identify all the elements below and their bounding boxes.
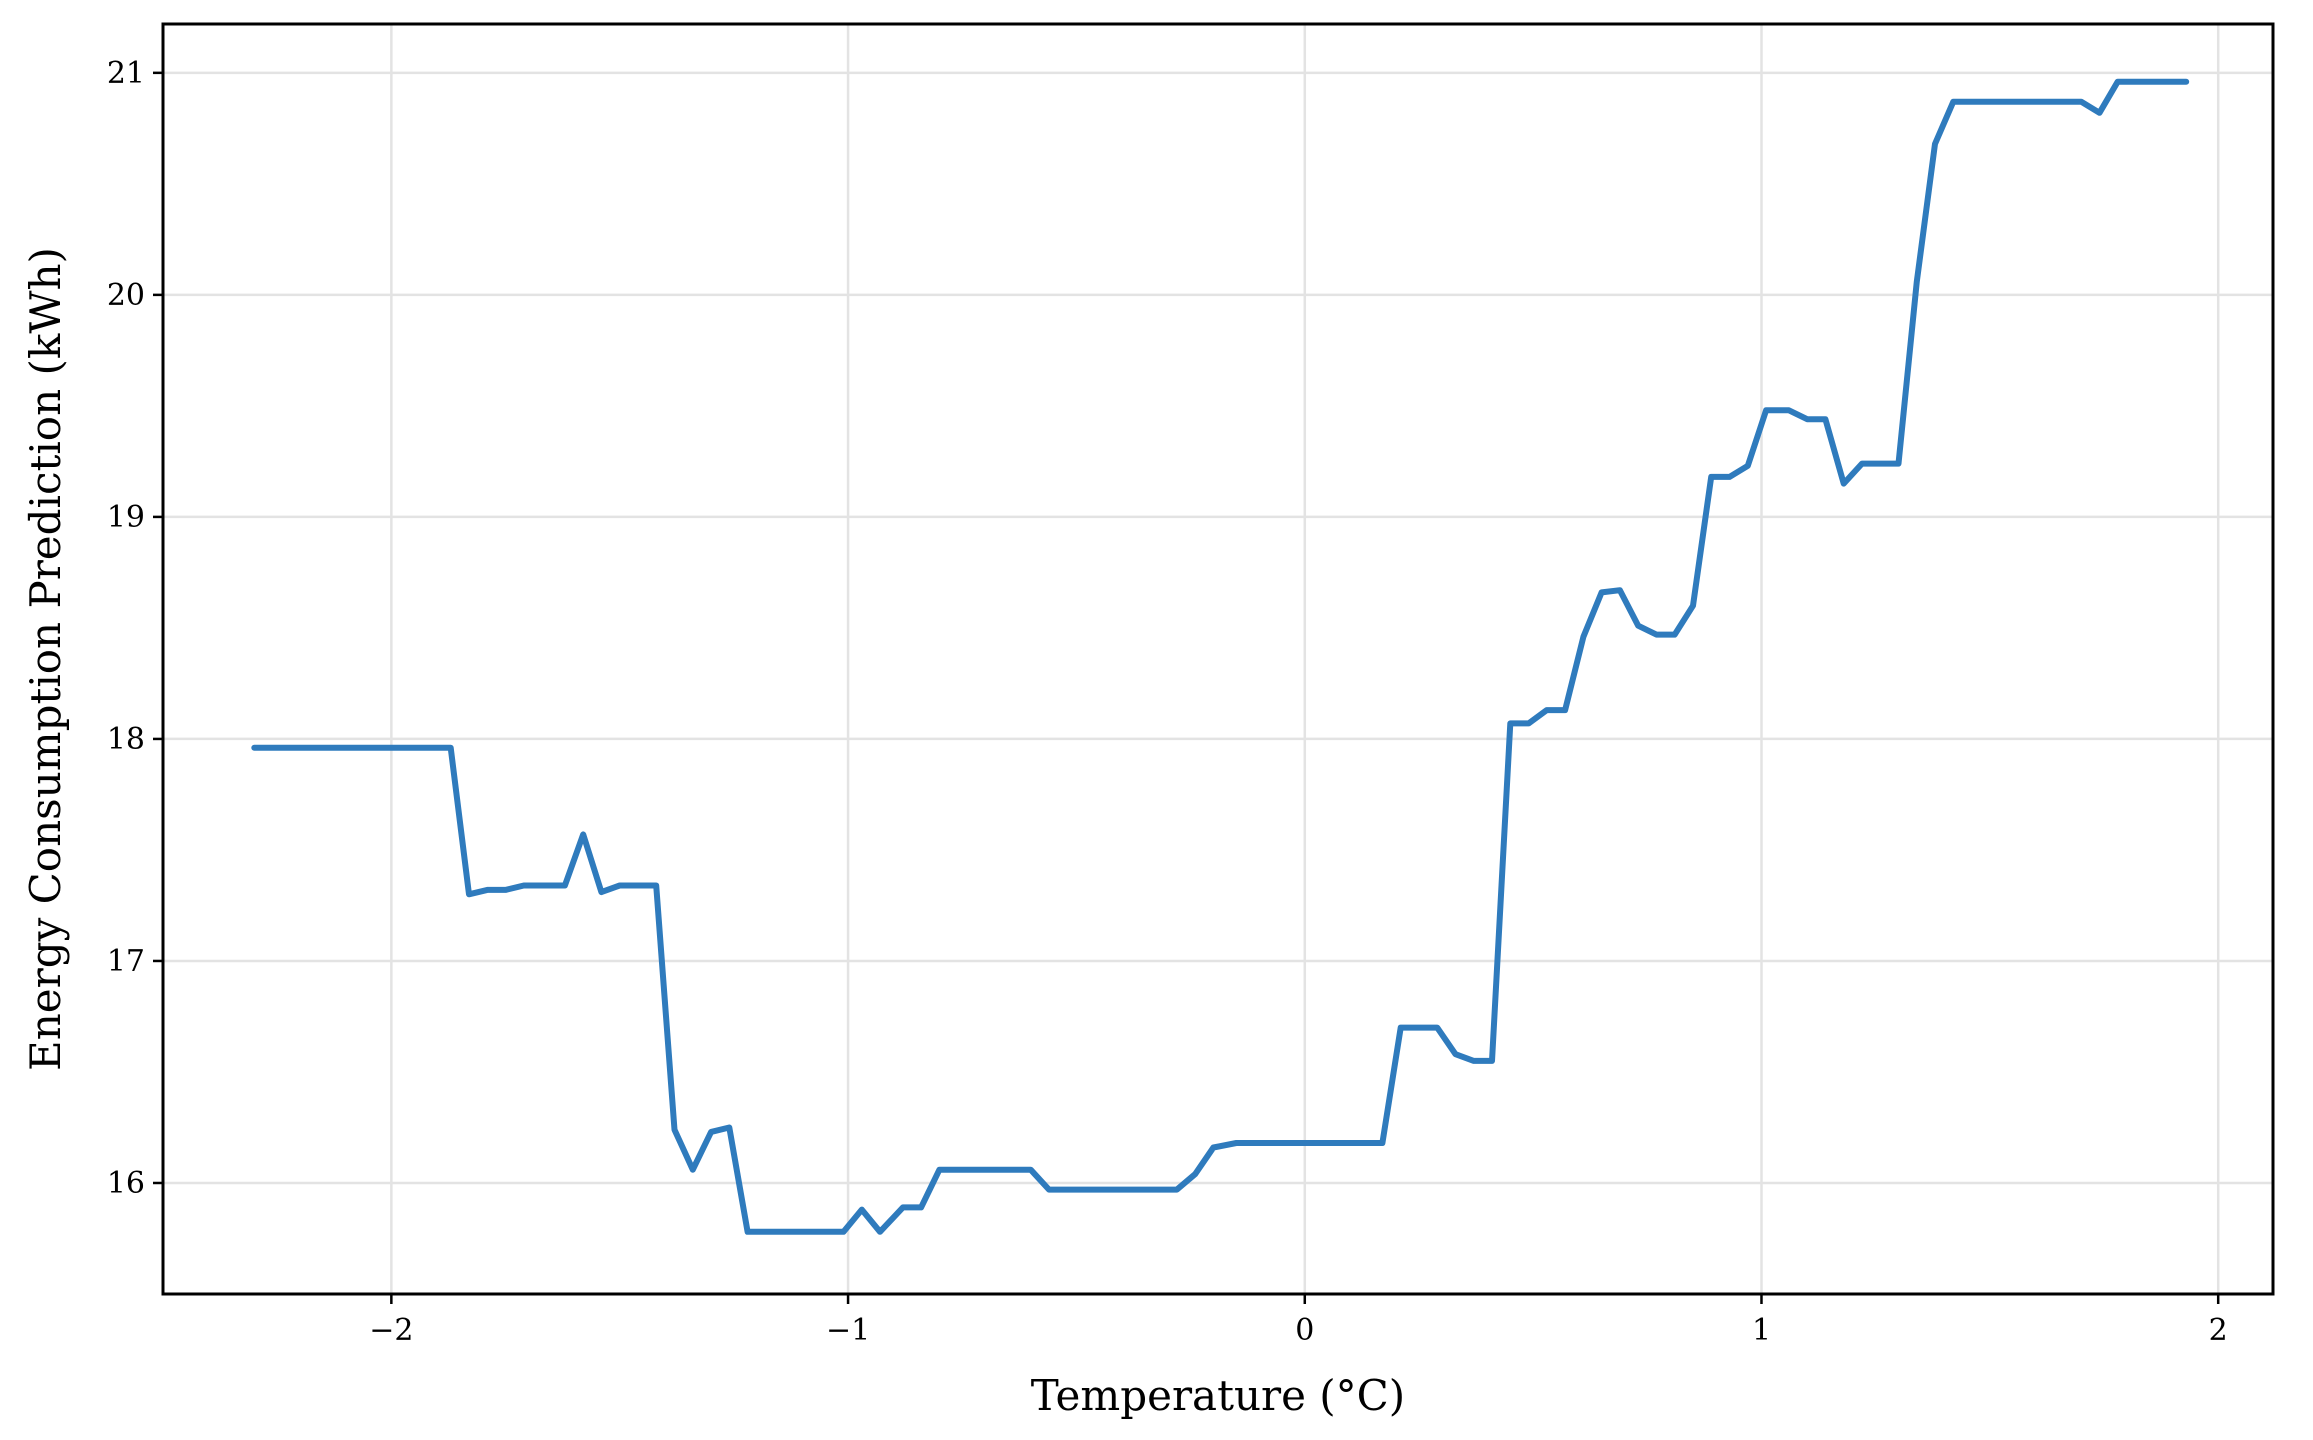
y-tick-label: 16 [107,1166,145,1201]
x-tick-label: 0 [1295,1313,1314,1348]
y-tick-label: 18 [107,722,145,757]
y-tick-label: 20 [107,278,145,313]
plot-frame [161,22,2275,1296]
y-axis-label: Energy Consumption Prediction (kWh) [21,247,70,1071]
x-tick-label: −1 [826,1313,870,1348]
x-axis-label: Temperature (°C) [1031,1371,1405,1420]
grid-layer [163,24,2273,1294]
x-tick-label: 1 [1752,1313,1771,1348]
y-tick-label: 19 [107,500,145,535]
x-tick-label: 2 [2209,1313,2228,1348]
series-line-0 [251,78,2190,1235]
y-tick-label: 17 [107,944,145,979]
tick-layer: −2 −1 0 1 2 16 17 18 19 20 21 [107,56,2228,1348]
y-tick-label: 21 [107,56,145,91]
series-layer [251,78,2190,1235]
x-tick-label: −2 [369,1313,413,1348]
